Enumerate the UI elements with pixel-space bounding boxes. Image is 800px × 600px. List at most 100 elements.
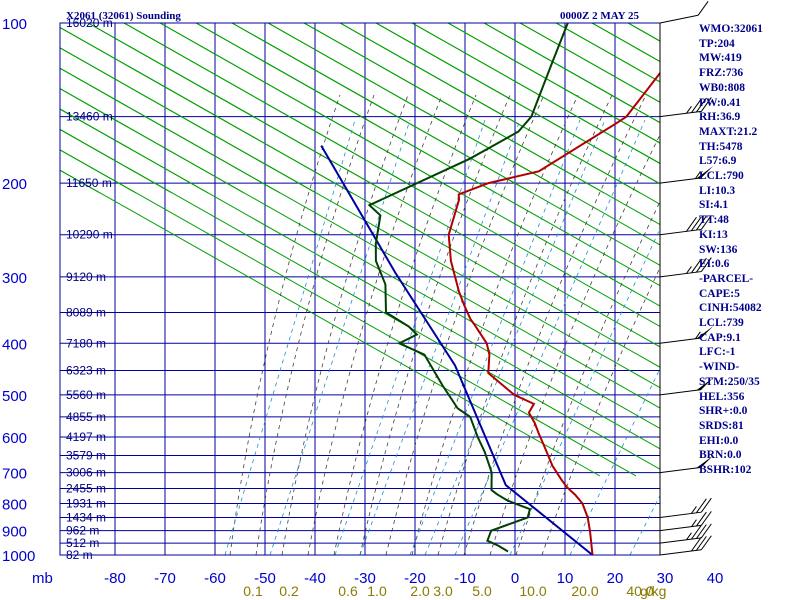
height-label: 82 m bbox=[66, 548, 93, 562]
pressure-tick-label: 1000 bbox=[2, 548, 35, 565]
mixing-ratio-line bbox=[409, 119, 581, 555]
height-label: 7180 m bbox=[66, 336, 106, 350]
dry-adiabat bbox=[231, 23, 660, 266]
sounding-index: FRZ:736 bbox=[699, 67, 744, 80]
wind-barb-staff bbox=[659, 389, 702, 396]
sounding-index: EI:0.6 bbox=[699, 258, 730, 271]
height-label: 13460 m bbox=[66, 110, 113, 124]
dry-adiabat bbox=[375, 23, 660, 185]
height-label: 2455 m bbox=[66, 482, 106, 496]
pressure-tick-label: 300 bbox=[2, 270, 27, 287]
temperature-tick-label: -70 bbox=[154, 570, 176, 587]
height-label: 6323 m bbox=[66, 364, 106, 378]
mixing-ratio-label: 40.0 bbox=[626, 583, 653, 599]
wind-barb-flag bbox=[700, 535, 712, 551]
sounding-index: CAPE:5 bbox=[699, 287, 740, 300]
wind-barb-flag bbox=[700, 511, 712, 526]
mixing-ratio-label: 2.0 bbox=[410, 583, 430, 599]
dry-adiabat bbox=[267, 23, 660, 246]
dry-adiabat bbox=[60, 88, 660, 430]
wind-barb bbox=[659, 377, 714, 396]
temperature-tick-label: -20 bbox=[404, 570, 426, 587]
dry-adiabat bbox=[60, 88, 245, 194]
sounding-index: BRN:0.0 bbox=[699, 449, 742, 462]
height-label: 4197 m bbox=[66, 430, 106, 444]
dry-adiabat bbox=[591, 23, 660, 63]
sounding-index: TT:48 bbox=[699, 214, 729, 227]
sounding-index: BSHR:102 bbox=[699, 464, 752, 477]
wind-barb-half-flag bbox=[686, 106, 692, 114]
temperature-tick-label: -40 bbox=[304, 570, 326, 587]
wind-barb-staff bbox=[659, 337, 702, 344]
height-label: 16020 m bbox=[66, 16, 113, 30]
plot-frame bbox=[59, 22, 661, 556]
sounding-index: -PARCEL- bbox=[699, 272, 754, 285]
dry-adiabat bbox=[60, 149, 637, 477]
temperature-tick-label: 20 bbox=[607, 570, 624, 587]
sounding-index: CINH:54082 bbox=[699, 302, 762, 315]
wind-barb-flag bbox=[691, 98, 702, 113]
sounding-index: STM:250/35 bbox=[699, 375, 760, 388]
height-label: 5560 m bbox=[66, 388, 106, 402]
mixing-ratio-line bbox=[269, 119, 411, 555]
mixing-ratio-label: 0.2 bbox=[279, 583, 299, 599]
moist-adiabat bbox=[515, 200, 660, 555]
sounding-index: LCL:790 bbox=[699, 170, 744, 183]
wind-barb bbox=[659, 215, 712, 236]
wind-barb-flag bbox=[700, 497, 712, 513]
sounding-index: LI:10.3 bbox=[699, 184, 736, 197]
wind-barb-flag bbox=[691, 216, 702, 231]
height-label: 4855 m bbox=[66, 410, 106, 424]
wind-barbs bbox=[659, 1, 714, 556]
height-label: 512 m bbox=[66, 536, 99, 550]
wind-barb-staff bbox=[659, 549, 702, 556]
temperature-trace bbox=[447, 71, 660, 555]
temperature-tick-label: -50 bbox=[254, 570, 276, 587]
wind-barb-flag bbox=[700, 523, 712, 539]
sounding-index: KI:13 bbox=[699, 228, 728, 241]
moist-adiabat bbox=[385, 94, 545, 555]
dry-adiabat bbox=[159, 23, 660, 307]
wind-barb-half-flag bbox=[686, 266, 692, 274]
mixing-ratio-label: 3.0 bbox=[433, 583, 453, 599]
mixing-ratio-line bbox=[224, 119, 356, 555]
dry-adiabat bbox=[87, 23, 660, 348]
wind-barb bbox=[659, 455, 714, 474]
height-label: 3579 m bbox=[66, 448, 106, 462]
temperature-tick-label: 0 bbox=[511, 570, 519, 587]
sounding-curves bbox=[320, 23, 660, 555]
height-label: 1931 m bbox=[66, 496, 106, 510]
wind-barb-flag bbox=[700, 257, 712, 272]
wind-barb-pennant bbox=[696, 455, 714, 468]
temperature-tick-label: 10 bbox=[557, 570, 574, 587]
sounding-index: WB0:808 bbox=[699, 81, 745, 94]
pressure-tick-label: 600 bbox=[2, 430, 27, 447]
wind-barb-half-flag bbox=[686, 532, 692, 541]
wind-barb bbox=[659, 497, 712, 518]
sounding-index: MW:419 bbox=[699, 52, 742, 65]
temperature-tick-label: -60 bbox=[204, 570, 226, 587]
wind-barb-half-flag bbox=[691, 506, 697, 514]
wind-barb bbox=[659, 326, 714, 344]
height-label: 10290 m bbox=[66, 228, 113, 242]
height-label: 9120 m bbox=[66, 270, 106, 284]
temperature-tick-label: -80 bbox=[104, 570, 126, 587]
moist-adiabat bbox=[489, 133, 660, 555]
moist-adiabat bbox=[255, 94, 375, 555]
mixing-ratio-label: 10.0 bbox=[519, 583, 546, 599]
dry-adiabat bbox=[60, 128, 173, 194]
dry-adiabat bbox=[60, 26, 660, 368]
moist-adiabat bbox=[333, 94, 477, 555]
mixing-ratio-line bbox=[509, 227, 660, 555]
temperature-tick-label: -10 bbox=[454, 570, 476, 587]
wind-barb-half-flag bbox=[691, 519, 697, 527]
mixing-ratio-unit: g/kg bbox=[640, 583, 666, 599]
sounding-index: -WIND- bbox=[699, 361, 740, 374]
wind-barb-staff bbox=[659, 228, 702, 236]
dry-adiabat bbox=[123, 23, 660, 328]
parcel-trace bbox=[320, 145, 594, 555]
pressure-tick-label: 400 bbox=[2, 336, 27, 353]
wind-barb-half-flag bbox=[694, 331, 701, 340]
